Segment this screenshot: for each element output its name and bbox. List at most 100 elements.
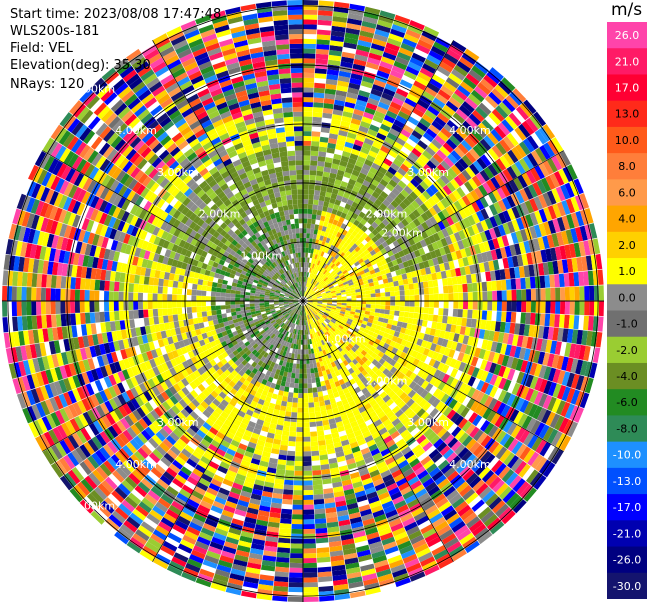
range-gate <box>191 301 197 307</box>
range-gate <box>289 248 293 255</box>
range-gate <box>222 47 236 57</box>
range-gate <box>538 424 550 439</box>
range-gate <box>217 403 226 411</box>
range-gate <box>325 343 330 349</box>
range-gate <box>500 404 511 418</box>
range-gate <box>128 301 134 311</box>
range-gate <box>229 323 235 329</box>
range-gate <box>238 264 245 271</box>
range-gate <box>123 358 131 369</box>
range-gate <box>413 417 424 427</box>
range-gate <box>108 374 117 386</box>
range-gate <box>255 403 263 410</box>
range-gate <box>476 380 485 391</box>
range-gate <box>221 244 229 251</box>
range-gate <box>189 381 198 390</box>
range-gate <box>427 508 441 520</box>
range-gate <box>122 445 134 457</box>
range-gate <box>298 310 301 316</box>
range-gate <box>233 116 245 125</box>
range-gate <box>196 334 204 341</box>
range-gate <box>224 474 236 483</box>
range-gate <box>535 338 543 351</box>
range-gate <box>157 301 163 309</box>
range-gate <box>488 496 503 510</box>
range-gate <box>143 317 150 327</box>
range-gate <box>330 308 336 312</box>
range-gate <box>264 179 272 186</box>
range-gate <box>214 496 227 505</box>
range-gate <box>216 491 229 501</box>
range-gate <box>165 170 176 181</box>
range-gate <box>234 221 242 229</box>
range-gate <box>273 581 289 587</box>
range-gate <box>404 306 410 312</box>
range-gate <box>222 545 237 555</box>
range-gate <box>512 499 527 514</box>
range-gate <box>267 219 274 226</box>
range-gate <box>171 294 177 301</box>
range-gate <box>485 473 498 486</box>
range-gate <box>315 527 328 534</box>
range-gate <box>46 355 55 369</box>
range-gate <box>295 451 303 457</box>
range-gate <box>231 315 238 320</box>
range-gate <box>288 298 294 300</box>
range-gate <box>351 306 357 310</box>
range-gate <box>154 89 168 101</box>
range-gate <box>259 372 266 379</box>
range-gate <box>205 296 211 301</box>
range-gate <box>592 347 601 363</box>
range-gate <box>189 229 197 238</box>
range-gate <box>346 301 352 304</box>
range-gate <box>80 478 94 493</box>
range-gate <box>243 413 252 421</box>
range-gate <box>122 403 132 415</box>
range-gate <box>306 304 310 309</box>
range-gate <box>99 280 105 291</box>
range-gate <box>367 422 376 431</box>
range-gate <box>271 228 277 235</box>
range-gate <box>394 500 407 510</box>
range-gate <box>223 419 233 428</box>
range-gate <box>316 306 322 309</box>
range-gate <box>304 310 306 316</box>
range-gate <box>21 375 31 391</box>
range-gate <box>257 360 264 367</box>
range-gate <box>182 507 195 518</box>
range-gate <box>489 521 505 535</box>
range-gate <box>227 236 235 243</box>
range-gate <box>401 446 412 456</box>
range-gate <box>370 301 376 305</box>
range-gate <box>213 238 221 246</box>
range-gate <box>305 339 308 345</box>
range-gate <box>280 365 286 372</box>
range-gate <box>314 309 319 314</box>
range-gate <box>357 329 364 335</box>
range-gate <box>218 259 226 266</box>
range-gate <box>364 486 377 495</box>
range-gate <box>178 340 186 348</box>
range-gate <box>235 337 242 344</box>
range-gate <box>283 302 289 304</box>
range-gate <box>214 323 220 330</box>
range-gate <box>389 465 401 474</box>
range-gate <box>360 349 368 357</box>
range-gate <box>513 411 524 425</box>
range-gate <box>288 577 303 583</box>
range-gate <box>356 379 363 387</box>
range-gate <box>316 306 321 310</box>
range-gate <box>292 363 297 369</box>
range-gate <box>309 307 314 312</box>
range-gate <box>237 410 246 418</box>
range-gate <box>443 347 451 357</box>
range-gate <box>311 312 315 318</box>
range-gate <box>103 342 111 354</box>
range-gate <box>236 268 243 274</box>
range-gate <box>221 284 227 289</box>
range-gate <box>316 305 322 308</box>
range-gate <box>148 251 156 261</box>
range-gate <box>248 277 255 282</box>
range-gate <box>257 196 265 204</box>
range-gate <box>88 166 100 180</box>
